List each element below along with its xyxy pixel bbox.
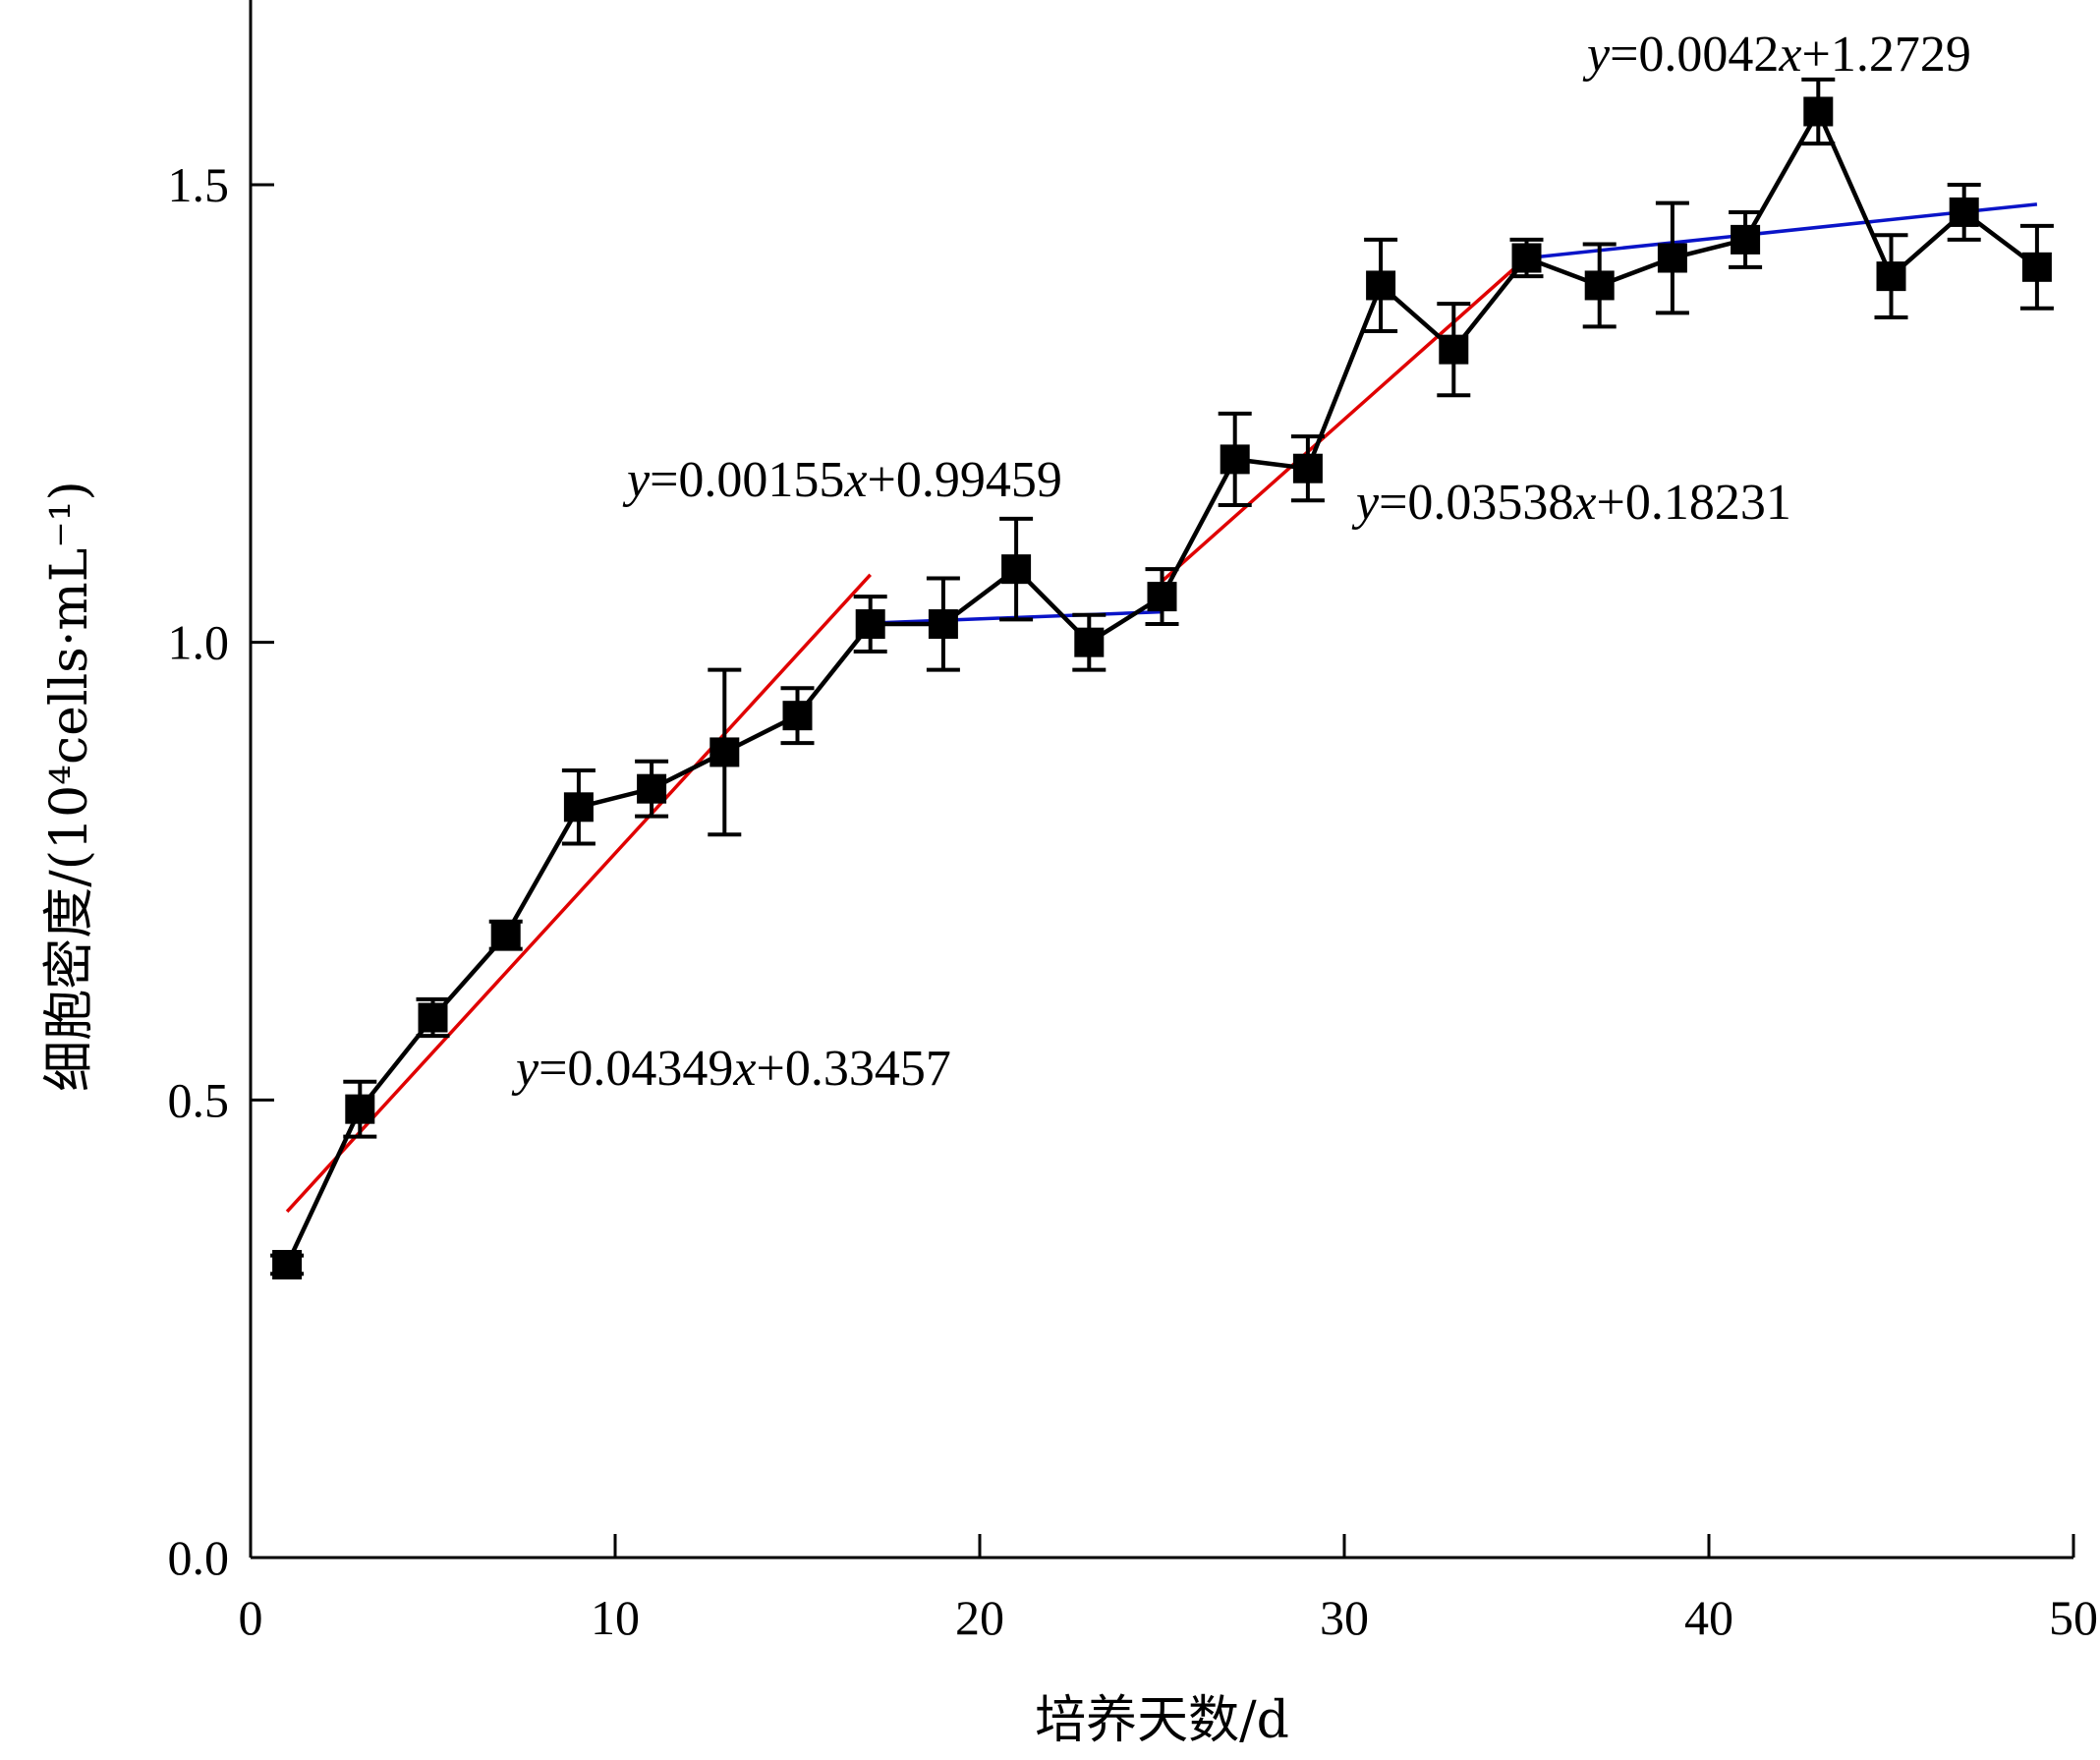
data-point bbox=[1511, 243, 1542, 273]
data-point bbox=[563, 792, 594, 823]
data-point bbox=[490, 920, 521, 950]
fit-equation-3: y=0.03538x+0.18231 bbox=[1351, 475, 1791, 531]
data-point bbox=[709, 737, 740, 767]
equation-value: 0.00155 bbox=[678, 452, 844, 508]
equation-symbol: = bbox=[539, 1041, 567, 1097]
data-point bbox=[1803, 96, 1834, 127]
equation-symbol: + bbox=[1802, 27, 1831, 83]
fit-equation-1: y=0.04349x+0.33457 bbox=[511, 1041, 951, 1097]
equation-symbol: = bbox=[650, 452, 678, 508]
y-tick-label: 1.5 bbox=[168, 157, 230, 212]
equation-symbol: = bbox=[1379, 475, 1407, 531]
fit-equation-2: y=0.00155x+0.99459 bbox=[622, 452, 1062, 508]
equation-value: 1.2729 bbox=[1831, 27, 1971, 83]
data-point bbox=[272, 1249, 303, 1279]
data-point bbox=[1292, 453, 1323, 483]
equation-symbol: y bbox=[622, 452, 651, 508]
data-point bbox=[1949, 197, 1979, 227]
data-point bbox=[1001, 554, 1032, 585]
data-point bbox=[1876, 261, 1906, 292]
data-point bbox=[1366, 270, 1396, 301]
data-point bbox=[1584, 270, 1615, 301]
x-tick-label: 20 bbox=[955, 1590, 1004, 1645]
equation-symbol: + bbox=[868, 452, 896, 508]
fit-line-3 bbox=[1161, 255, 1528, 583]
data-point bbox=[1074, 627, 1105, 657]
data-point bbox=[2021, 252, 2052, 282]
equation-symbol: = bbox=[1610, 27, 1638, 83]
data-point bbox=[782, 701, 813, 731]
data-point bbox=[855, 609, 885, 640]
equation-value: 0.03538 bbox=[1407, 475, 1573, 531]
equation-value: 0.0042 bbox=[1638, 27, 1779, 83]
x-tick-label: 40 bbox=[1684, 1590, 1733, 1645]
equation-symbol: y bbox=[511, 1041, 539, 1097]
x-tick-label: 50 bbox=[2049, 1590, 2098, 1645]
y-tick-label: 1.0 bbox=[168, 615, 230, 670]
data-point bbox=[1439, 334, 1469, 365]
fit-equation-4: y=0.0042x+1.2729 bbox=[1582, 27, 1971, 83]
data-point bbox=[1220, 444, 1250, 475]
data-point bbox=[1731, 224, 1761, 255]
equation-value: 0.33457 bbox=[785, 1041, 951, 1097]
equation-symbol: y bbox=[1351, 475, 1380, 531]
equation-value: 0.04349 bbox=[567, 1041, 733, 1097]
data-point bbox=[928, 609, 958, 640]
equation-value: 0.99459 bbox=[896, 452, 1062, 508]
equation-symbol: x bbox=[1572, 475, 1596, 531]
y-tick-label: 0.5 bbox=[168, 1072, 230, 1127]
equation-symbol: x bbox=[1778, 27, 1801, 83]
data-point bbox=[345, 1094, 375, 1124]
data-point bbox=[1147, 582, 1177, 612]
equation-symbol: x bbox=[843, 452, 867, 508]
data-series bbox=[270, 77, 2054, 1279]
y-axis-title: 细胞密度/(10⁴cells·mL⁻¹) bbox=[40, 481, 99, 1092]
x-tick-label: 30 bbox=[1320, 1590, 1369, 1645]
equation-value: 0.18231 bbox=[1625, 475, 1791, 531]
data-point bbox=[1657, 243, 1687, 273]
equation-symbol: y bbox=[1582, 27, 1611, 83]
equation-symbol: + bbox=[1597, 475, 1625, 531]
fit-line-1 bbox=[285, 573, 872, 1214]
axes: 0 10 20 30 40 50 0.0 0.5 1.0 1.5 bbox=[168, 0, 2098, 1645]
x-axis-title: 培养天数/d bbox=[1035, 1691, 1289, 1750]
y-tick-label: 0.0 bbox=[168, 1530, 230, 1585]
equation-symbol: x bbox=[732, 1041, 756, 1097]
x-tick-label: 10 bbox=[591, 1590, 640, 1645]
x-tick-label: 0 bbox=[239, 1590, 263, 1645]
data-point bbox=[637, 773, 667, 804]
data-point bbox=[418, 1002, 448, 1033]
equation-symbol: + bbox=[757, 1041, 785, 1097]
